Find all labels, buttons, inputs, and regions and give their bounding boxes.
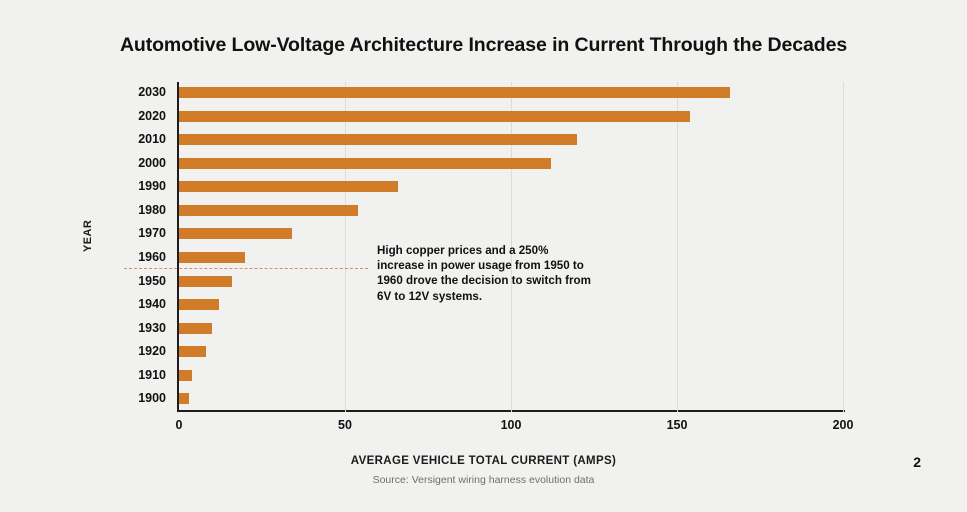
x-axis-tick-150: 150 [666, 418, 688, 432]
bar-2000[interactable] [179, 157, 551, 169]
bar-row: 1930 [138, 318, 843, 342]
bar-row: 1910 [138, 365, 843, 389]
y-axis-tick-1920: 1920 [138, 344, 166, 359]
bar-row: 1900 [138, 388, 843, 412]
bar-row: 1990 [138, 176, 843, 200]
bar-1990[interactable] [179, 181, 399, 193]
bar-row: 2000 [138, 153, 843, 177]
bar-row: 1980 [138, 200, 843, 224]
bar-row: 1920 [138, 341, 843, 365]
reference-line-1960 [124, 268, 368, 269]
y-axis-tick-1940: 1940 [138, 297, 166, 312]
page-title: Automotive Low-Voltage Architecture Incr… [119, 34, 848, 56]
bar-1980[interactable] [179, 204, 359, 216]
y-axis-tick-wrap: 1960 [46, 247, 166, 271]
bar-1910[interactable] [179, 369, 193, 381]
y-axis-tick-wrap: 2030 [46, 82, 166, 106]
bar-chart-plot-area: 2030 2020 2010 2000 1990 1980 1970 1960 1950 1940… [138, 82, 853, 432]
bar-row: 2010 [138, 129, 843, 153]
y-axis-tick-2020: 2020 [138, 108, 166, 123]
y-axis-tick-wrap: 1980 [46, 200, 166, 224]
gridline-200 [843, 82, 844, 412]
y-axis-tick-wrap: 2000 [46, 153, 166, 177]
y-axis-tick-wrap: 1990 [46, 176, 166, 200]
bar-row: 1960 [138, 247, 843, 271]
gridline-50 [345, 82, 346, 412]
y-axis-tick-wrap: 1900 [46, 388, 166, 412]
bar-1970[interactable] [179, 228, 292, 240]
y-axis-tick-wrap: 1930 [46, 318, 166, 342]
x-axis-tick-200: 200 [832, 418, 854, 432]
annotation-text: High copper prices and a 250% increase i… [377, 244, 591, 303]
y-axis-tick-2010: 2010 [138, 132, 166, 147]
y-axis-tick-2000: 2000 [138, 155, 166, 170]
bar-1920[interactable] [179, 346, 206, 358]
gridline-100 [511, 82, 512, 412]
y-axis-tick-1970: 1970 [138, 226, 166, 241]
y-axis-tick-1980: 1980 [138, 202, 166, 217]
bar-2010[interactable] [179, 134, 578, 146]
bar-row: 2020 [138, 106, 843, 130]
bar-2030[interactable] [179, 87, 731, 98]
y-axis-tick-wrap: 1910 [46, 365, 166, 389]
y-axis-tick-wrap: 1920 [46, 341, 166, 365]
y-axis-tick-1900: 1900 [138, 391, 166, 406]
x-axis-tick-0: 0 [175, 418, 183, 432]
x-axis-tick-50: 50 [338, 418, 352, 432]
bar-2020[interactable] [179, 110, 691, 122]
bar-1960[interactable] [179, 252, 246, 263]
y-axis-tick-1950: 1950 [138, 273, 166, 288]
y-axis-tick-1910: 1910 [138, 367, 166, 382]
y-axis-tick-wrap: 1950 [46, 271, 166, 295]
x-axis-tick-100: 100 [500, 418, 522, 432]
y-axis-tick-2030: 2030 [138, 85, 166, 99]
bar-1900[interactable] [179, 393, 189, 405]
y-axis-tick-wrap: 1970 [46, 223, 166, 247]
y-axis-tick-1960: 1960 [138, 250, 166, 264]
y-axis-tick-1930: 1930 [138, 320, 166, 335]
y-axis-tick-wrap: 1940 [46, 294, 166, 318]
bar-row: 1970 [138, 223, 843, 247]
bar-1940[interactable] [179, 299, 219, 311]
x-axis-title: AVERAGE VEHICLE TOTAL CURRENT (AMPS) [350, 455, 617, 467]
gridline-150 [677, 82, 678, 412]
bar-1950[interactable] [179, 275, 233, 287]
bar-row: 2030 [138, 82, 843, 106]
y-axis-line [177, 82, 179, 412]
bar-row: 1950 [138, 271, 843, 295]
source-note: Source: Versigent wiring harness evoluti… [372, 474, 595, 486]
y-axis-tick-wrap: 2020 [46, 106, 166, 130]
bar-row: 1940 [138, 294, 843, 318]
y-axis-tick-1990: 1990 [138, 179, 166, 194]
bar-1930[interactable] [179, 322, 213, 334]
y-axis-tick-wrap: 2010 [46, 129, 166, 153]
page-number: 2 [913, 454, 921, 470]
